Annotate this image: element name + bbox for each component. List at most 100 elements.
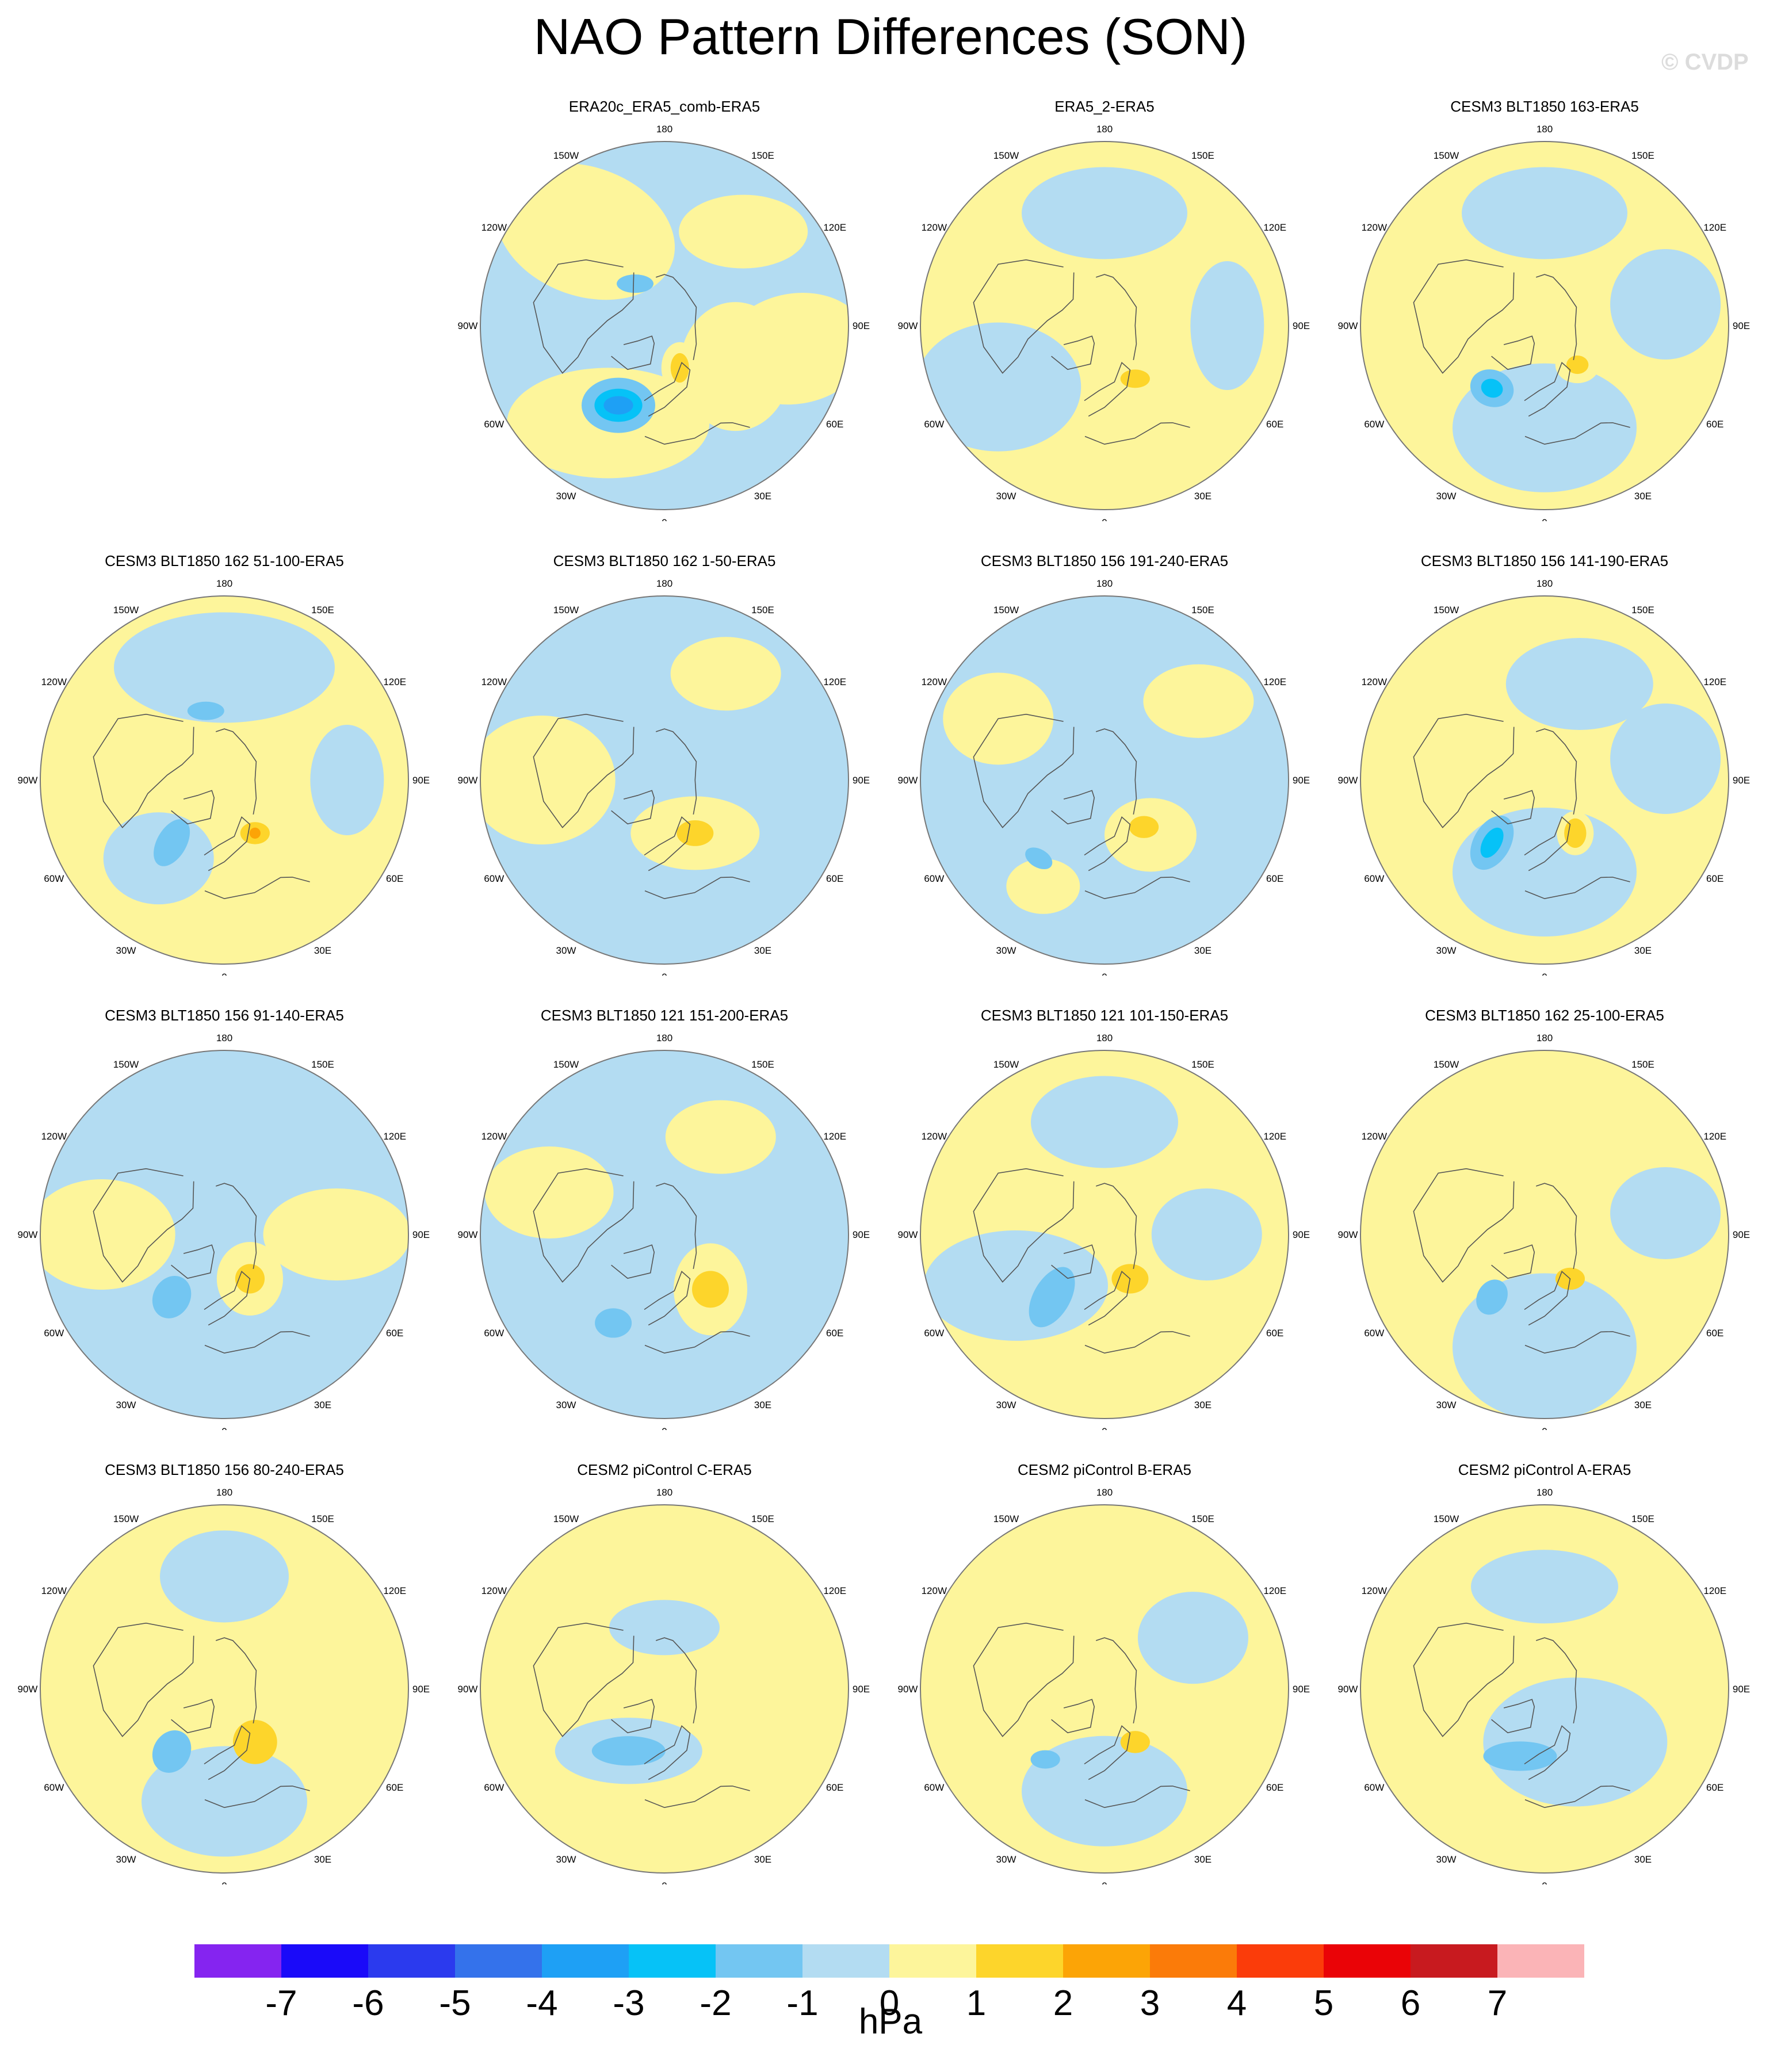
anomaly-contour (680, 302, 791, 431)
longitude-label: 90E (1733, 1684, 1750, 1695)
longitude-label: 90E (412, 1229, 430, 1240)
longitude-label: 30W (116, 1854, 136, 1865)
coastline (93, 1168, 194, 1283)
longitude-label: 120W (1362, 1585, 1387, 1596)
map-panel: ERA5_2-ERA5 180 150E 120E 90E 60E 30E 0 30W 60W 90… (880, 98, 1329, 552)
longitude-label: 60E (1266, 873, 1283, 884)
page-title: NAO Pattern Differences (SON) (533, 8, 1248, 65)
anomaly-contour (677, 820, 714, 846)
longitude-label: 90W (18, 775, 38, 786)
anomaly-contour (1483, 1741, 1557, 1771)
longitude-label: 60W (1364, 1782, 1384, 1793)
coastline (973, 713, 1075, 828)
longitude-label: 0 (1542, 1426, 1547, 1430)
longitude-label: 120E (1263, 1585, 1286, 1596)
longitude-label: 60E (1266, 419, 1283, 430)
longitude-label: 60W (484, 1782, 504, 1793)
map-panel: CESM2 piControl B-ERA5 180 150E 120E 90E 60E 3… (880, 1461, 1329, 1916)
coastline (1095, 274, 1137, 361)
longitude-label: 90E (1733, 320, 1750, 331)
longitude-label: 120W (41, 676, 67, 687)
coastline (533, 259, 635, 374)
anomaly-contour (1610, 249, 1721, 360)
map-border (40, 1504, 409, 1874)
coastline (1084, 816, 1131, 871)
colorbar-bin (455, 1944, 542, 1978)
longitude-label: 30W (1436, 945, 1457, 956)
longitude-label: 0 (662, 1426, 667, 1430)
anomaly-contour (310, 725, 384, 835)
panel-title: CESM2 piControl C-ERA5 (577, 1461, 752, 1478)
longitude-label: 30W (556, 1400, 576, 1410)
map-panel: CESM3 BLT1850 156 141-190-ERA5 180 150E 120… (1320, 552, 1769, 1007)
coastline (215, 1637, 257, 1724)
longitude-label: 90E (412, 1684, 430, 1695)
polar-map: 180 150E 120E 90E 60E 30E 0 30W 60W 90W 120W 150W (458, 1033, 870, 1430)
polar-map: 180 150E 120E 90E 60E 30E 0 30W 60W 90W 120W 150W (898, 578, 1310, 976)
longitude-label: 30W (556, 945, 576, 956)
longitude-label: 60E (1706, 1328, 1723, 1339)
longitude-label: 60E (826, 419, 843, 430)
longitude-label: 0 (221, 1880, 227, 1884)
anomaly-contour (1030, 1750, 1060, 1769)
coastline (644, 877, 750, 900)
coastline (655, 1637, 697, 1724)
longitude-label: 150E (311, 605, 334, 616)
anomaly-contour (1006, 858, 1080, 914)
map-panel: CESM2 piControl C-ERA5 180 150E 120E 90E 60E 3… (440, 1461, 889, 1916)
anomaly-contour (920, 322, 1081, 452)
longitude-label: 30W (1436, 1400, 1457, 1410)
coastline (204, 1725, 251, 1780)
map-background (1360, 1050, 1729, 1419)
longitude-label: 90W (458, 775, 478, 786)
longitude-label: 150W (553, 1059, 579, 1070)
map-background (480, 1505, 849, 1873)
panel-title: ERA20c_ERA5_comb-ERA5 (568, 98, 760, 115)
coastline (1095, 1183, 1137, 1270)
longitude-label: 30E (1194, 1854, 1211, 1865)
longitude-label: 60W (1364, 1328, 1384, 1339)
longitude-label: 150W (553, 605, 579, 616)
anomaly-contour (187, 701, 224, 720)
polar-map: 180 150E 120E 90E 60E 30E 0 30W 60W 90W 120W 150W (898, 124, 1310, 521)
longitude-label: 120E (383, 1585, 406, 1596)
panel-title: CESM2 piControl A-ERA5 (1458, 1461, 1631, 1478)
anomaly-contour (249, 827, 261, 839)
longitude-label: 150W (993, 1059, 1019, 1070)
coastline (973, 1168, 1075, 1283)
longitude-label: 150W (113, 605, 139, 616)
longitude-label: 30W (556, 491, 576, 502)
longitude-label: 30W (116, 1400, 136, 1410)
map-border (480, 1050, 849, 1419)
coastline (1051, 1244, 1095, 1279)
longitude-label: 30E (314, 945, 331, 956)
longitude-label: 150W (993, 150, 1019, 161)
longitude-label: 60W (924, 419, 944, 430)
anomaly-contour (1471, 1550, 1618, 1624)
anomaly-contour (603, 396, 633, 415)
longitude-label: 120W (922, 1131, 947, 1142)
longitude-label: 150W (113, 1059, 139, 1070)
coastline (611, 335, 655, 370)
colorbar-tick-label: 7 (1487, 1983, 1508, 2023)
polar-map: 180 150E 120E 90E 60E 30E 0 30W 60W 90W 120W 150W (898, 1033, 1310, 1430)
coastline (1051, 1699, 1095, 1734)
longitude-label: 180 (1537, 1487, 1553, 1498)
map-panel: CESM3 BLT1850 162 1-50-ERA5 180 150E 120E 90… (440, 552, 889, 1007)
longitude-label: 30W (996, 945, 1016, 956)
panel-title: CESM3 BLT1850 156 191-240-ERA5 (980, 552, 1229, 569)
longitude-label: 180 (1096, 578, 1113, 589)
map-border (920, 595, 1289, 965)
longitude-label: 60E (386, 1328, 403, 1339)
anomaly-contour (1476, 1279, 1508, 1315)
anomaly-contour (1480, 827, 1504, 858)
colorbar-tick-label: -5 (439, 1983, 471, 2023)
longitude-label: 30E (1194, 491, 1211, 502)
longitude-label: 120E (1703, 1585, 1726, 1596)
longitude-label: 150W (1434, 150, 1459, 161)
coastline (1535, 1183, 1577, 1270)
coastline (644, 816, 691, 871)
map-background (40, 1505, 408, 1873)
colorbar-tick-label: -6 (352, 1983, 384, 2023)
longitude-label: 0 (1102, 1880, 1107, 1884)
